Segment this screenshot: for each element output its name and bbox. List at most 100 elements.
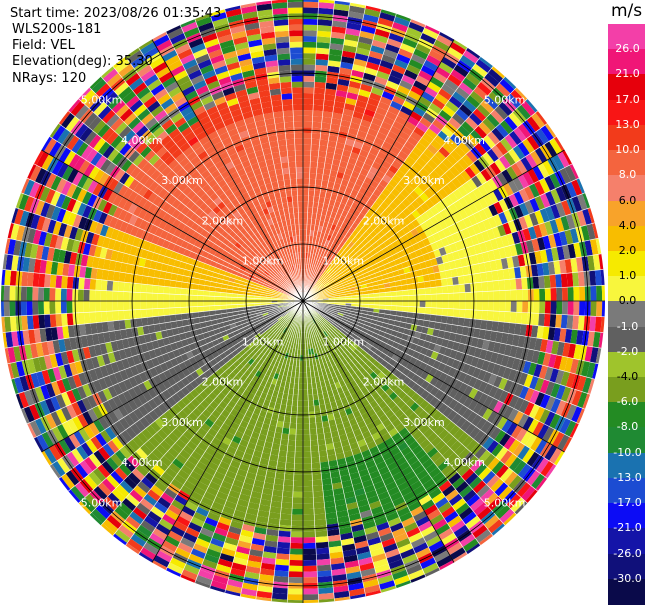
- radar-gate: [378, 126, 390, 136]
- radar-gate: [318, 2, 335, 10]
- radar-gate: [296, 423, 303, 430]
- radar-gate: [322, 272, 328, 278]
- radar-gate: [349, 442, 360, 450]
- radar-gate: [398, 48, 414, 59]
- radar-gate: [326, 310, 333, 314]
- radar-gate: [152, 560, 168, 571]
- radar-gate: [359, 330, 367, 337]
- radar-gate: [413, 126, 426, 138]
- radar-gate: [297, 349, 301, 356]
- radar-gate: [391, 160, 402, 170]
- radar-gate: [224, 500, 237, 510]
- radar-gate: [556, 301, 563, 315]
- radar-gate: [168, 504, 182, 516]
- radar-gate: [312, 271, 316, 278]
- radar-gate: [527, 418, 540, 434]
- radar-gate: [532, 276, 540, 289]
- radar-gate: [374, 156, 385, 166]
- radar-gate: [291, 336, 296, 343]
- radar-gate: [227, 413, 236, 422]
- radar-gate: [449, 133, 463, 146]
- radar-gate: [316, 564, 332, 572]
- radar-gate: [493, 201, 504, 215]
- radar-gate: [127, 538, 144, 552]
- radar-gate: [571, 179, 583, 196]
- radar-gate: [422, 340, 431, 349]
- radar-gate: [303, 372, 307, 378]
- radar-gate: [374, 256, 382, 264]
- radar-gate: [342, 549, 357, 558]
- radar-gate: [577, 271, 585, 287]
- radar-gate: [482, 117, 496, 132]
- radar-gate: [203, 295, 210, 301]
- radar-gate: [224, 536, 239, 546]
- radar-gate: [457, 405, 468, 417]
- radar-gate: [491, 321, 499, 332]
- radar-gate: [303, 75, 315, 82]
- radar-gate: [369, 92, 382, 102]
- radar-gate: [319, 262, 325, 269]
- radar-gate: [362, 72, 377, 82]
- radar-gate: [157, 301, 164, 309]
- radar-gate: [332, 357, 339, 365]
- radar-gate: [438, 31, 454, 42]
- radar-gate: [564, 165, 577, 182]
- radar-gate: [319, 404, 327, 411]
- radar-gate: [337, 367, 345, 375]
- radar-gate: [535, 457, 550, 474]
- radar-gate: [280, 507, 293, 515]
- radar-gate: [344, 168, 353, 176]
- radar-gate: [566, 314, 574, 330]
- radar-gate: [450, 149, 462, 162]
- radar-gate: [534, 195, 545, 211]
- radar-gate: [264, 540, 278, 548]
- radar-gate: [354, 377, 362, 385]
- radar-gate: [549, 413, 561, 430]
- radar-gate: [445, 269, 453, 279]
- radar-gate: [397, 481, 410, 492]
- radar-gate: [209, 585, 226, 593]
- radar-gate: [366, 171, 376, 181]
- radar-gate: [247, 466, 258, 475]
- radar-gate: [257, 585, 273, 593]
- radar-gate: [316, 340, 321, 348]
- radar-gate: [473, 263, 481, 274]
- radar-gate: [533, 301, 540, 314]
- radar-gate: [330, 37, 345, 45]
- radar-gate: [582, 192, 591, 209]
- radar-gate: [310, 144, 320, 151]
- radar-gate: [272, 489, 283, 497]
- radar-gate: [389, 314, 396, 321]
- radar-gate: [338, 241, 345, 248]
- radar-gate: [458, 208, 468, 220]
- radar-gate: [325, 252, 331, 260]
- radar-gate: [425, 535, 442, 548]
- radar-gate: [330, 562, 346, 571]
- radar-gate: [257, 358, 265, 366]
- radar-gate: [254, 363, 262, 371]
- radar-gate: [347, 507, 360, 516]
- radar-gate: [280, 380, 286, 388]
- radar-gate: [491, 145, 504, 159]
- radar-gate: [284, 315, 290, 321]
- radar-gate: [324, 355, 330, 363]
- radar-gate: [327, 390, 334, 398]
- radar-gate: [351, 295, 358, 299]
- radar-gate: [295, 434, 303, 441]
- radar-gate: [38, 273, 46, 288]
- radar-gate: [272, 587, 288, 595]
- radar-gate: [285, 376, 291, 383]
- radar-gate: [353, 165, 363, 174]
- radar-gate: [462, 408, 473, 420]
- radar-gate: [368, 293, 375, 298]
- radar-gate: [395, 422, 406, 433]
- radar-gate: [417, 240, 426, 249]
- radar-gate: [264, 476, 275, 484]
- radar-gate: [573, 301, 580, 316]
- radar-gate: [335, 362, 342, 370]
- radar-gate: [158, 518, 174, 531]
- radar-gate: [489, 162, 502, 176]
- radar-gate: [356, 325, 363, 331]
- radar-gate: [404, 407, 414, 418]
- radar-gate: [573, 242, 582, 258]
